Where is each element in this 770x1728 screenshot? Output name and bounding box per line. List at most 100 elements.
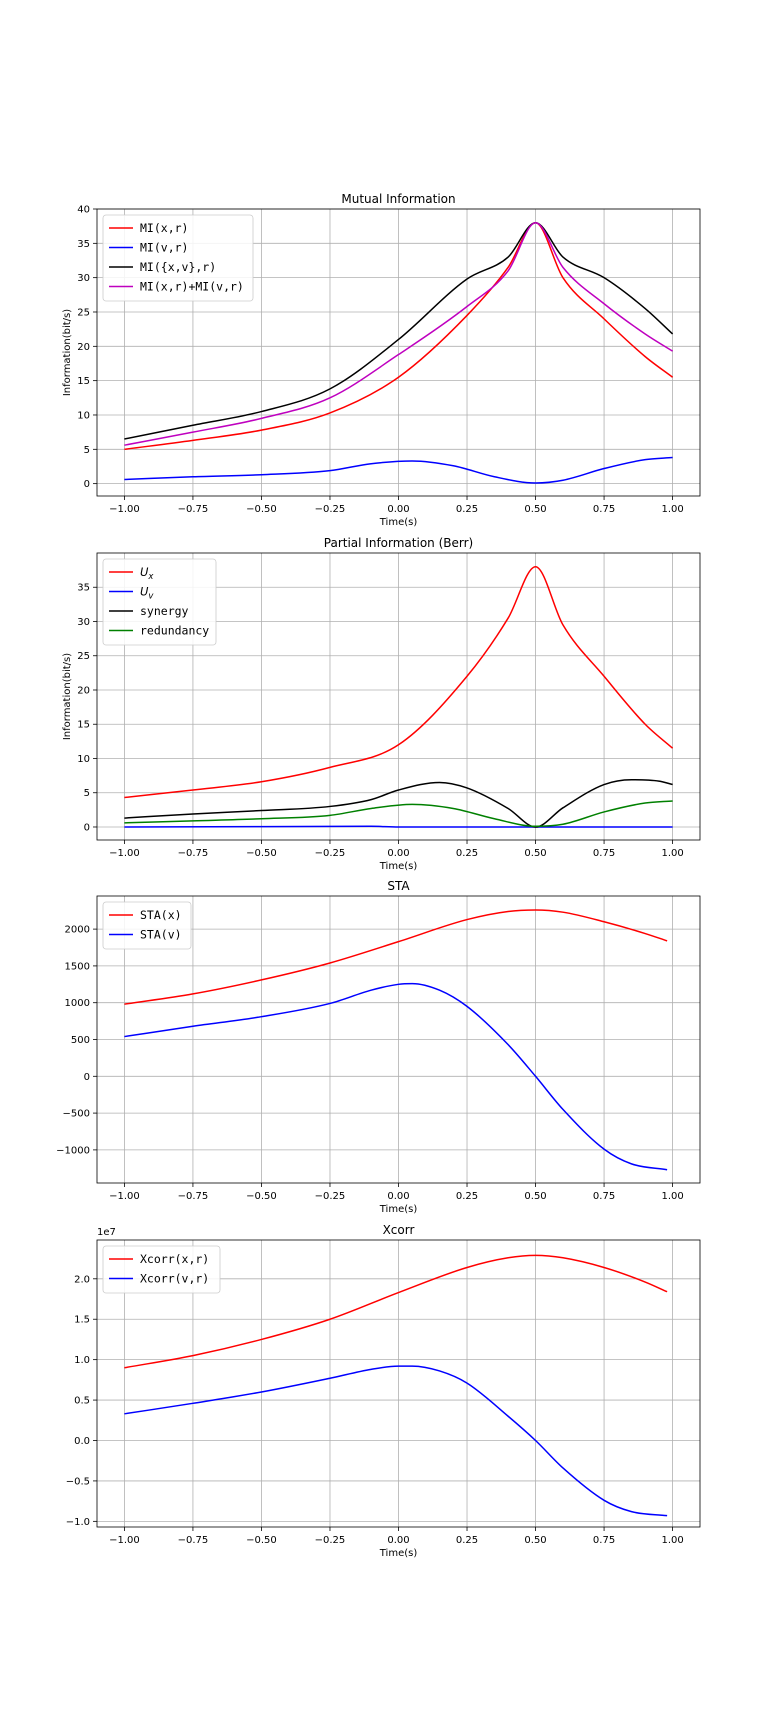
x-tick-label: −0.25 bbox=[315, 504, 346, 515]
x-tick-label: 0.00 bbox=[387, 504, 409, 515]
series-line-0 bbox=[124, 1254, 668, 1369]
y-tick-label: 25 bbox=[77, 307, 90, 318]
legend: Ux Uv synergy redundancy bbox=[102, 558, 217, 646]
x-tick-label: −0.50 bbox=[246, 1191, 277, 1202]
x-tick-label: 0.00 bbox=[387, 1191, 409, 1202]
legend-label: STA(x) bbox=[140, 908, 182, 922]
y-tick-label: −1.0 bbox=[66, 1517, 90, 1528]
y-tick-label: −1000 bbox=[56, 1145, 90, 1156]
x-tick-label: −1.00 bbox=[109, 1535, 140, 1546]
x-tick-label: −1.00 bbox=[109, 504, 140, 515]
y-tick-label: 10 bbox=[77, 410, 90, 421]
legend-label: redundancy bbox=[140, 624, 209, 638]
legend-label: Xcorr(x,r) bbox=[140, 1252, 209, 1266]
x-tick-label: 0.25 bbox=[456, 504, 478, 515]
y-tick-label: 2000 bbox=[65, 925, 90, 936]
x-tick-label: −1.00 bbox=[109, 1191, 140, 1202]
x-tick-label: 0.50 bbox=[524, 504, 546, 515]
x-tick-label: −0.75 bbox=[178, 1191, 209, 1202]
series-line-1 bbox=[124, 982, 668, 1171]
x-tick-label: 0.50 bbox=[524, 1191, 546, 1202]
y-tick-label: 35 bbox=[77, 239, 90, 250]
x-tick-label: 1.00 bbox=[661, 1191, 683, 1202]
series-line-1 bbox=[124, 456, 673, 484]
y-tick-label: 2.0 bbox=[74, 1274, 90, 1285]
series-line-3 bbox=[124, 221, 673, 446]
x-tick-label: 0.75 bbox=[593, 1535, 615, 1546]
y-tick-label: 5 bbox=[84, 788, 90, 799]
series-line-1 bbox=[124, 825, 673, 828]
x-tick-label: −0.50 bbox=[246, 1535, 277, 1546]
chart-title: Partial Information (Berr) bbox=[324, 536, 473, 550]
x-tick-label: −0.50 bbox=[246, 504, 277, 515]
y-tick-label: 1.5 bbox=[74, 1315, 90, 1326]
x-tick-label: −0.25 bbox=[315, 848, 346, 859]
y-tick-label: 20 bbox=[77, 685, 90, 696]
y-tick-label: 0 bbox=[84, 822, 90, 833]
x-tick-label: 0.25 bbox=[456, 1535, 478, 1546]
x-tick-label: 0.50 bbox=[524, 1535, 546, 1546]
series-line-2 bbox=[124, 221, 674, 440]
y-tick-label: 500 bbox=[71, 1035, 90, 1046]
series-line-0 bbox=[124, 909, 668, 1005]
x-tick-label: 0.75 bbox=[593, 848, 615, 859]
y-tick-label: 40 bbox=[77, 205, 90, 216]
legend-label: Uv bbox=[140, 585, 154, 602]
y-exponent-label: 1e7 bbox=[97, 1227, 116, 1238]
chart-mutual-information: −1.00 −0.75 −0.50 −0.25 0.00 0.25 0.50 0.75 1.00… bbox=[62, 192, 701, 528]
series-line-0 bbox=[124, 221, 674, 451]
x-tick-label: 0.50 bbox=[524, 848, 546, 859]
y-tick-label: 5 bbox=[84, 445, 90, 456]
legend-label: STA(v) bbox=[140, 928, 182, 942]
x-tick-label: 1.00 bbox=[661, 1535, 683, 1546]
x-axis-label: Time(s) bbox=[379, 1548, 418, 1559]
chart-title: Xcorr bbox=[383, 1223, 415, 1237]
x-tick-label: 0.75 bbox=[593, 504, 615, 515]
chart-sta: −1.00 −0.75 −0.50 −0.25 0.00 0.25 0.50 0.75 1.00… bbox=[56, 879, 701, 1215]
x-tick-label: −0.50 bbox=[246, 848, 277, 859]
x-tick-label: −1.00 bbox=[109, 848, 140, 859]
legend-label: MI({x,v},r) bbox=[140, 260, 216, 274]
y-tick-label: −500 bbox=[63, 1109, 90, 1120]
y-axis-label: Information(bit/s) bbox=[62, 653, 73, 740]
series-line-2 bbox=[124, 778, 673, 828]
chart-partial-information: −1.00 −0.75 −0.50 −0.25 0.00 0.25 0.50 0.75 1.00… bbox=[62, 536, 701, 872]
legend-label: MI(x,r)+MI(v,r) bbox=[140, 280, 244, 294]
series-line-1 bbox=[124, 1365, 668, 1517]
chart-title: Mutual Information bbox=[341, 192, 455, 206]
x-tick-label: −0.25 bbox=[315, 1191, 346, 1202]
y-tick-label: 0 bbox=[84, 479, 90, 490]
legend-label: Xcorr(v,r) bbox=[140, 1272, 209, 1286]
y-tick-label: 0.0 bbox=[74, 1436, 90, 1447]
x-tick-label: 0.25 bbox=[456, 848, 478, 859]
legend: STA(x) STA(v) bbox=[102, 901, 192, 950]
chart-xcorr: −1.00 −0.75 −0.50 −0.25 0.00 0.25 0.50 0.75 1.00… bbox=[66, 1223, 701, 1559]
x-tick-label: −0.75 bbox=[178, 1535, 209, 1546]
x-tick-label: 0.00 bbox=[387, 1535, 409, 1546]
x-tick-label: 1.00 bbox=[661, 848, 683, 859]
x-axis-label: Time(s) bbox=[379, 861, 418, 872]
x-axis-label: Time(s) bbox=[379, 1204, 418, 1215]
legend-label: MI(x,r) bbox=[140, 221, 188, 235]
y-tick-label: 1.0 bbox=[74, 1355, 90, 1366]
y-tick-label: 25 bbox=[77, 651, 90, 662]
x-tick-label: −0.25 bbox=[315, 1535, 346, 1546]
y-tick-label: 1500 bbox=[65, 961, 90, 972]
x-tick-label: 0.25 bbox=[456, 1191, 478, 1202]
x-tick-label: 0.00 bbox=[387, 848, 409, 859]
y-axis-label: Information(bit/s) bbox=[62, 309, 73, 396]
y-tick-label: 0 bbox=[84, 1072, 90, 1083]
y-tick-label: 15 bbox=[77, 720, 90, 731]
series-line-0 bbox=[124, 565, 674, 799]
x-tick-label: 1.00 bbox=[661, 504, 683, 515]
y-tick-label: 30 bbox=[77, 273, 90, 284]
x-tick-label: −0.75 bbox=[178, 848, 209, 859]
y-tick-label: 20 bbox=[77, 342, 90, 353]
legend: MI(x,r) MI(v,r) MI({x,v},r) MI(x,r)+MI(v,r) bbox=[102, 214, 254, 302]
y-tick-label: 1000 bbox=[65, 998, 90, 1009]
x-tick-label: 0.75 bbox=[593, 1191, 615, 1202]
y-tick-label: 15 bbox=[77, 376, 90, 387]
x-tick-label: −0.75 bbox=[178, 504, 209, 515]
y-tick-label: 10 bbox=[77, 754, 90, 765]
